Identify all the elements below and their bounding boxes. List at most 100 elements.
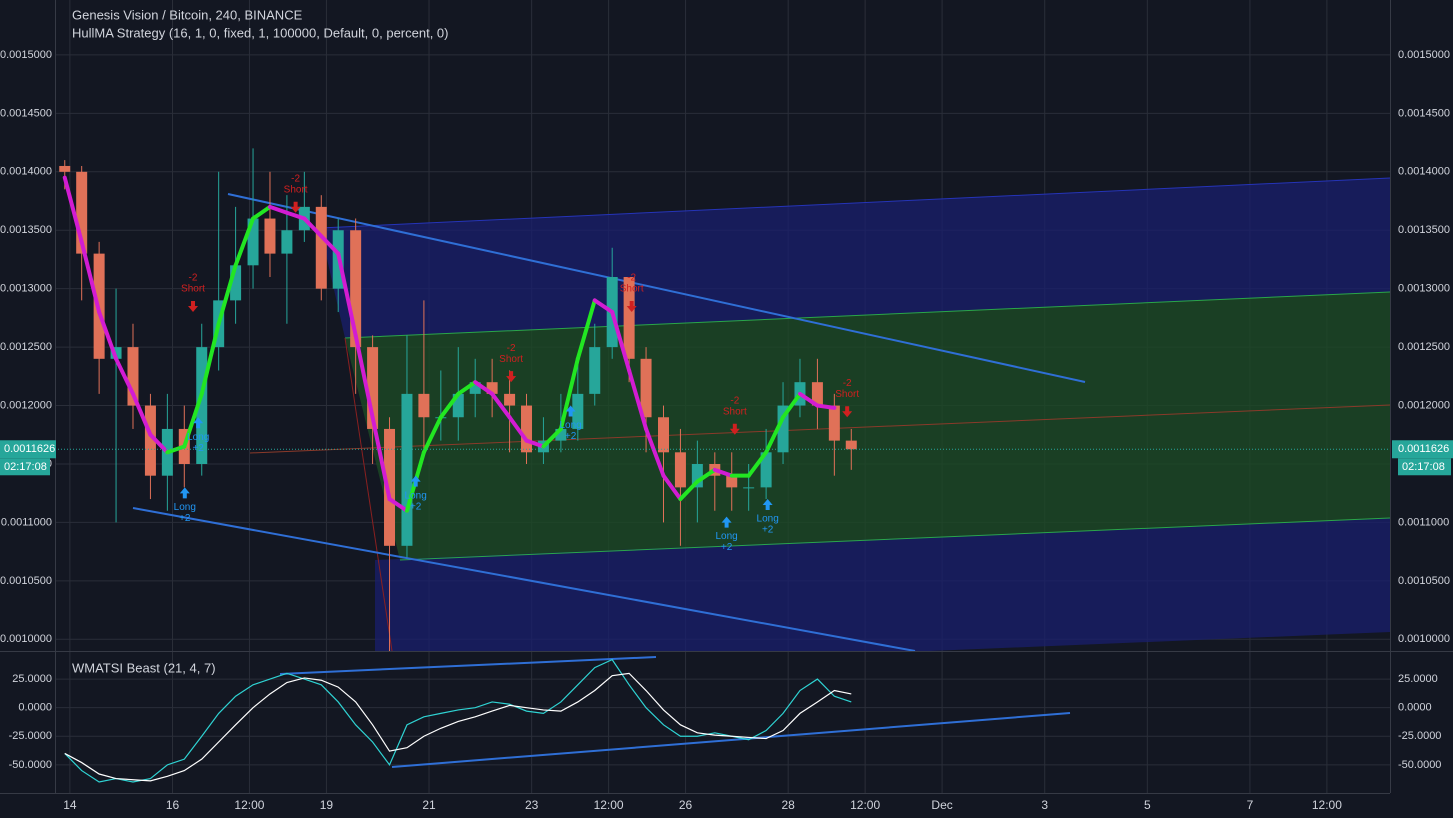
signal-label: Short [723, 406, 747, 417]
y-tick-label: 0.0013000 [0, 283, 52, 295]
y-tick-label: 0.0010500 [0, 575, 52, 587]
hull-ma-segment [387, 497, 409, 513]
hull-ma-segment [678, 479, 700, 502]
hull-ma-segment [507, 415, 529, 443]
candle-body [264, 218, 276, 254]
hull-ma-segment [490, 391, 512, 420]
price-tag [0, 440, 56, 459]
x-tick-label: 23 [525, 798, 539, 812]
channel-edge [344, 337, 393, 651]
candle-body [743, 487, 755, 489]
y-tick-label: 0.0013500 [1398, 224, 1450, 236]
trend-line [227, 193, 1086, 383]
signal-arrow [721, 516, 732, 528]
marks: Long+2Long+2-2Short-2ShortLong+2-2ShortL… [55, 148, 1390, 783]
y-tick-label: 0.0012000 [0, 399, 52, 411]
hull-ma-segment [815, 403, 837, 410]
y-tick-label: 0.0010000 [1398, 633, 1450, 645]
hull-ma-segment [319, 234, 341, 256]
signal-label: Long [560, 420, 582, 431]
signal-size: +2 [565, 431, 577, 442]
y-tick-label: 0.0000 [18, 702, 52, 714]
candle-body [127, 347, 139, 406]
signal-size: -2 [843, 378, 852, 389]
candle-body [623, 276, 635, 359]
hull-ma-segment [695, 467, 717, 484]
candle-body [760, 452, 772, 488]
x-tick-label: 12:00 [594, 798, 624, 812]
y-tick-label: 0.0011000 [1, 516, 52, 528]
y-tick-label: 0.0014500 [0, 107, 52, 119]
candle-body [572, 393, 584, 429]
hull-ma-segment [575, 298, 597, 361]
signal-label: Long [187, 432, 209, 443]
candle-body [384, 428, 396, 546]
candle-body [452, 393, 464, 418]
signal-size: +2 [721, 542, 733, 553]
x-tick-label: 12:00 [234, 798, 264, 812]
chart-title: Genesis Vision / Bitcoin, 240, BINANCE [72, 7, 303, 22]
candle-body [657, 417, 669, 453]
signal-label: Short [181, 284, 205, 295]
hull-ma-segment [216, 263, 238, 326]
hull-ma-segment [182, 391, 204, 449]
countdown-label: 02:17:08 [1402, 461, 1445, 473]
y-tick-label: 0.0012500 [1398, 341, 1450, 353]
y-tick-label: 0.0012500 [0, 341, 52, 353]
trend-line [132, 507, 916, 651]
x-tick-label: 19 [320, 798, 334, 812]
y-tick-label: 0.0010000 [0, 633, 52, 645]
candle-body [230, 265, 242, 301]
countdown-label: 02:17:08 [4, 461, 47, 473]
countdown-tag [0, 458, 50, 476]
hull-ma-segment [438, 391, 461, 420]
hull-ma-segment [592, 298, 615, 315]
signal-arrow [565, 405, 576, 417]
x-tick-label: Dec [931, 798, 952, 812]
x-tick-label: 3 [1041, 798, 1048, 812]
hull-ma-segment [610, 310, 632, 373]
signal-size: -2 [507, 343, 516, 354]
hull-ma-segment [114, 356, 135, 396]
hull-ma-segment [797, 391, 820, 408]
candle-body [845, 440, 857, 450]
candle-body [589, 347, 601, 394]
signal-label: Long [405, 490, 427, 501]
x-tick-label: 12:00 [1312, 798, 1342, 812]
y-tick-label: 0.0010500 [1398, 575, 1450, 587]
signal-arrow [290, 201, 301, 213]
signal-size: -2 [189, 273, 198, 284]
oscillator-line [64, 658, 852, 783]
y-tick-label: 25.0000 [1398, 673, 1438, 685]
hull-ma-segment [148, 432, 170, 455]
hull-ma-segment [456, 380, 478, 396]
candle-body [486, 382, 498, 394]
hull-ma-segment [353, 333, 375, 420]
channel-line [399, 517, 1390, 561]
hull-ma-segment [661, 473, 683, 502]
hull-ma-segment [558, 356, 580, 431]
hull-ma-segment [233, 216, 256, 268]
candle-body [367, 347, 379, 429]
signal-label: Long [715, 531, 737, 542]
candle-body [504, 393, 516, 406]
regression-line [249, 404, 1390, 454]
candle-body [76, 171, 88, 254]
y-tick-label: 0.0011000 [1398, 516, 1449, 528]
oscillator-line [64, 672, 852, 782]
x-tick-label: 16 [166, 798, 180, 812]
countdown-tag [1398, 458, 1451, 476]
y-tick-label: 0.0014000 [0, 166, 52, 178]
candle-body [674, 452, 686, 488]
signal-arrow [842, 406, 853, 418]
trend-line [279, 656, 657, 675]
hull-ma-segment [541, 426, 563, 449]
channel-lower-band [375, 518, 1390, 651]
signal-size: -2 [730, 395, 739, 406]
candle-body [811, 382, 823, 406]
x-tick-label: 7 [1247, 798, 1254, 812]
signal-arrow [193, 417, 204, 429]
indicator-title: HullMA Strategy (16, 1, 0, fixed, 1, 100… [72, 25, 449, 40]
x-tick-label: 28 [781, 798, 795, 812]
